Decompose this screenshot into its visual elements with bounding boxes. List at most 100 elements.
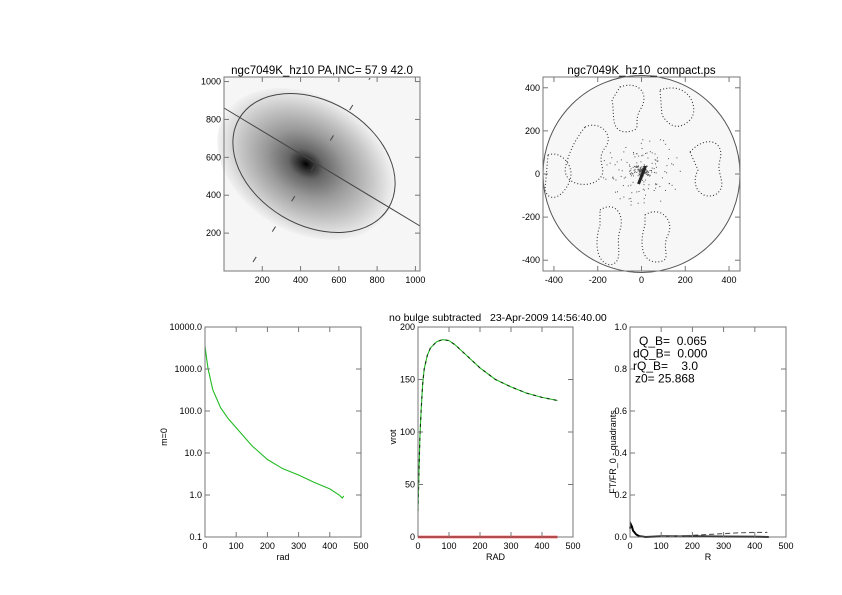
image-pixel — [657, 160, 659, 162]
image-pixel — [639, 169, 641, 171]
image-pixel — [635, 166, 637, 168]
y-axis-label: FT/FR_0 - quadrants — [608, 410, 618, 494]
image-pixel — [632, 166, 634, 168]
image-pixel — [630, 200, 632, 202]
image-pixel — [644, 194, 646, 196]
image-pixel — [629, 165, 631, 167]
x-tick-label: 1000 — [405, 275, 425, 285]
image-pixel — [615, 179, 617, 181]
image-pixel — [622, 185, 624, 187]
x-axis-label: RAD — [486, 552, 506, 562]
x-axis-label: rad — [276, 552, 289, 562]
image-pixel — [634, 172, 636, 174]
image-pixel — [636, 166, 638, 168]
y-tick-label: 0.8 — [614, 364, 627, 374]
image-pixel — [631, 172, 633, 174]
x-tick-label: 200 — [685, 541, 700, 551]
image-pixel — [643, 198, 645, 200]
image-pixel — [625, 176, 627, 178]
y-tick-label: 50 — [405, 480, 415, 490]
image-pixel — [639, 168, 641, 170]
image-pixel — [647, 171, 649, 173]
y-axis-label: vrot — [388, 429, 398, 445]
y-tick-label: -200 — [522, 212, 540, 222]
image-pixel — [654, 163, 656, 165]
image-pixel — [606, 164, 608, 166]
minor-axis-line — [252, 77, 371, 263]
image-pixel — [643, 189, 645, 191]
image-pixel — [646, 173, 648, 175]
image-pixel — [634, 166, 636, 168]
x-tick-label: 800 — [370, 275, 385, 285]
image-pixel — [632, 152, 634, 153]
y-tick-label: 800 — [206, 114, 221, 124]
image-pixel — [660, 200, 662, 202]
y-tick-label: 0 — [535, 169, 540, 179]
x-tick-label: 0 — [415, 541, 420, 551]
image-pixel — [646, 165, 648, 167]
image-pixel — [668, 158, 670, 160]
x-tick-label: 200 — [678, 275, 693, 285]
image-pixel — [636, 191, 638, 193]
annotation-text: dQ_B= 0.000 — [633, 347, 708, 361]
image-pixel — [637, 168, 639, 170]
image-pixel — [633, 165, 635, 167]
image-pixel — [648, 184, 650, 186]
image-pixel — [609, 152, 611, 154]
x-tick-label: 500 — [778, 541, 793, 551]
series-line-m-0 — [204, 346, 345, 499]
image-pixel — [634, 168, 636, 170]
image-pixel — [630, 197, 632, 199]
image-pixel — [672, 164, 674, 166]
image-pixel — [649, 170, 651, 172]
y-tick-label: 200 — [206, 228, 221, 238]
series-line-quadrants — [661, 531, 768, 538]
image-pixel — [671, 163, 673, 165]
galaxy-image — [217, 87, 395, 241]
image-pixel — [630, 175, 632, 177]
y-tick-label: 600 — [206, 152, 221, 162]
y-tick-label: 1.0 — [614, 322, 627, 332]
image-pixel — [679, 170, 681, 172]
x-tick-label: 0 — [627, 541, 632, 551]
image-pixel — [666, 172, 668, 174]
x-tick-label: -200 — [589, 275, 607, 285]
image-pixel — [640, 166, 642, 168]
image-pixel — [639, 170, 641, 172]
image-pixel — [650, 170, 652, 172]
image-pixel — [628, 198, 630, 200]
image-pixel — [641, 168, 643, 170]
image-pixel — [629, 172, 631, 174]
image-pixel — [645, 170, 647, 172]
image-pixel — [641, 170, 643, 172]
image-pixel — [674, 188, 676, 190]
panel-1: 200 400 600 800 1000 200 400 600 800 1000 ngc7049K… — [201, 65, 425, 285]
image-pixel — [620, 175, 622, 177]
image-pixel — [630, 184, 632, 186]
image-pixel — [618, 169, 620, 171]
image-pixel — [617, 191, 619, 193]
annotation-text: rQ_B= 3.0 — [633, 359, 698, 373]
image-pixel — [638, 155, 640, 157]
image-pixel — [630, 204, 632, 206]
image-pixel — [603, 177, 605, 179]
image-pixel — [645, 153, 647, 155]
contour-line — [659, 87, 695, 127]
image-pixel — [642, 139, 644, 141]
galaxy-core — [637, 165, 647, 185]
image-pixel — [656, 183, 658, 185]
image-pixel — [666, 165, 668, 167]
image-pixel — [627, 185, 629, 187]
image-pixel — [653, 172, 655, 174]
y-tick-label: 0.1 — [189, 532, 202, 542]
x-tick-label: 0 — [639, 275, 644, 285]
image-pixel — [642, 154, 644, 156]
image-pixel — [655, 159, 657, 161]
image-pixel — [643, 164, 645, 166]
image-pixel — [633, 175, 635, 177]
image-pixel — [626, 161, 628, 163]
x-axis-label: R — [705, 552, 712, 562]
image-pixel — [603, 160, 605, 162]
image-pixel — [671, 184, 673, 186]
image-pixel — [620, 159, 622, 161]
